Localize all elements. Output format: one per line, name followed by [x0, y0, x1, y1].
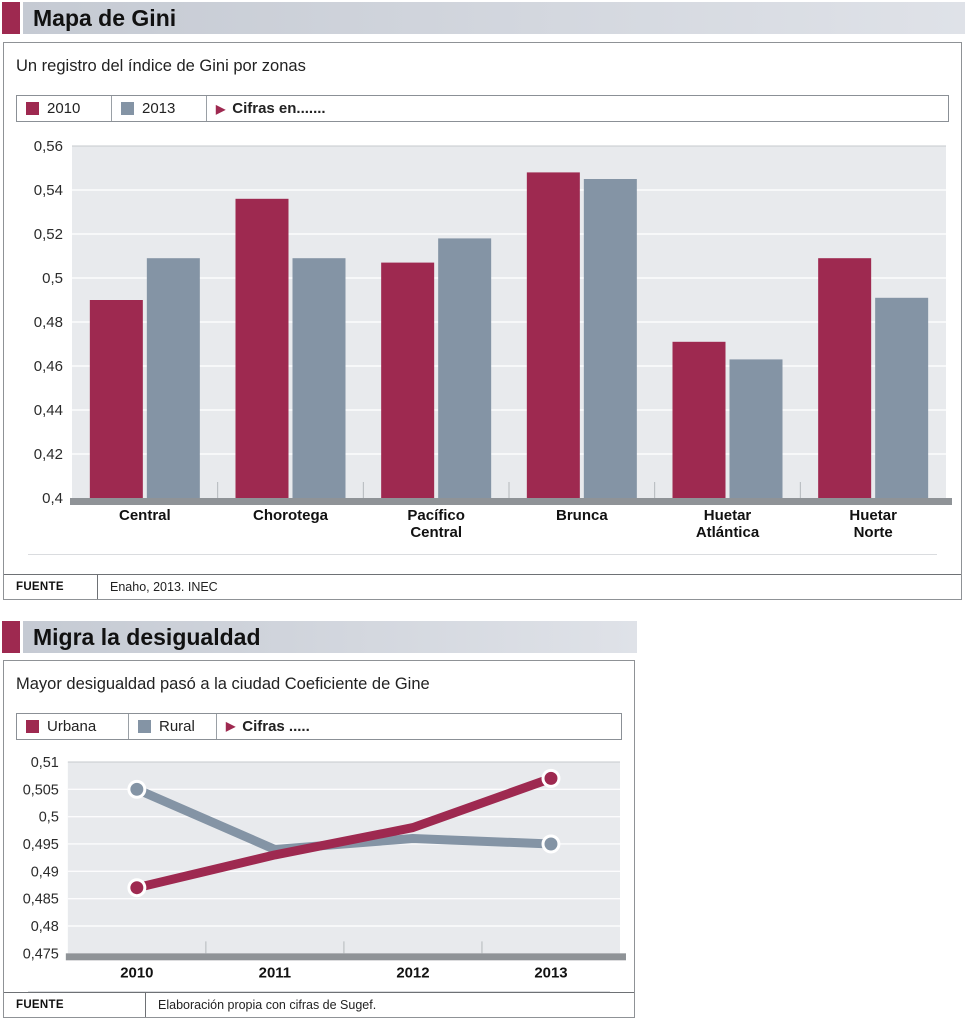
header-accent-block: [2, 2, 20, 34]
source-label: FUENTE: [4, 993, 146, 1017]
bar-2013-pacífico-central: [437, 238, 491, 498]
legend-note-text: Cifras .....: [242, 717, 310, 735]
y-axis-tick-label: 0,4: [42, 490, 63, 507]
baseline-shadow: [69, 498, 952, 505]
chart-panel-2: Mayor desigualdad pasó a la ciudad Coefi…: [3, 660, 635, 1018]
y-axis-tick-label: 0,42: [33, 446, 62, 463]
bar-2010-huetar-norte: [817, 258, 871, 498]
y-axis-tick-label: 0,46: [33, 358, 62, 375]
bar-2013-huetar-atlántica: [729, 359, 782, 498]
x-axis-category-label: Pacífico Central: [407, 507, 465, 541]
y-axis-tick-label: 0,56: [33, 138, 62, 155]
source-text: Elaboración propia con cifras de Sugef.: [158, 998, 377, 1013]
legend-label-2010: 2010: [47, 100, 81, 117]
y-axis-tick-label: 0,505: [23, 782, 59, 798]
legend-bar: 2010 2013 ▶ Cifras en.......: [16, 95, 949, 122]
legend-swatch-rural: [138, 719, 151, 733]
legend-item-2013: 2013: [112, 96, 207, 121]
bar-2010-huetar-atlántica: [672, 341, 725, 498]
legend-label-2013: 2013: [142, 100, 176, 117]
separator-line: [28, 554, 937, 555]
bar-2013-huetar-norte: [874, 297, 928, 498]
section-title: Migra la desigualdad: [33, 623, 261, 650]
x-axis-category-label: Central: [118, 507, 170, 524]
separator-line: [28, 991, 610, 993]
bar-2013-central: [146, 258, 200, 498]
y-axis-tick-label: 0,52: [33, 226, 62, 243]
legend-note: ▶ Cifras en.......: [207, 96, 948, 121]
source-row: FUENTE Enaho, 2013. INEC: [4, 574, 961, 599]
legend-label-rural: Rural: [159, 717, 195, 735]
legend-swatch-urbana: [26, 719, 39, 733]
chart-1-svg: 0,475 0,48 0,485 0,49 0,495 0,5 0,505 0,51 2010 2…: [23, 755, 626, 981]
section-header-2: Migra la desigualdad: [2, 621, 637, 653]
legend-note: ▶ Cifras .....: [217, 714, 621, 739]
legend-bar: Urbana Rural ▶ Cifras .....: [16, 712, 622, 740]
x-axis-category-label: Chorotega: [253, 507, 329, 524]
triangle-icon: ▶: [216, 101, 226, 116]
bar-2010-chorotega: [235, 198, 288, 499]
y-axis-tick-label: 0,495: [23, 837, 59, 853]
y-axis-tick-label: 0,475: [23, 946, 59, 962]
data-point-marker-rural-2010: [127, 779, 147, 799]
triangle-icon: ▶: [226, 719, 236, 734]
header-accent-block: [2, 621, 20, 653]
y-axis-tick-label: 0,5: [39, 809, 59, 825]
chart-subtitle: Mayor desigualdad pasó a la ciudad Coefi…: [16, 675, 430, 693]
x-axis-category-label: 2012: [396, 964, 429, 981]
y-axis-tick-label: 0,49: [31, 864, 59, 880]
y-axis-tick-label: 0,54: [33, 182, 62, 199]
x-axis-category-label: Huetar Atlántica: [695, 507, 759, 541]
source-label: FUENTE: [4, 575, 98, 599]
y-axis-tick-label: 0,51: [31, 755, 59, 771]
legend-swatch-2010: [26, 102, 39, 115]
source-row: FUENTE Elaboración propia con cifras de …: [4, 992, 634, 1017]
y-axis-tick-label: 0,48: [33, 314, 62, 331]
chart-0-svg: 0,4 0,42 0,44 0,46 0,48 0,5 0,52 0,54 0,56 Centra…: [33, 138, 952, 541]
y-axis-tick-label: 0,485: [23, 891, 59, 907]
chart-subtitle: Un registro del índice de Gini por zonas: [16, 57, 306, 75]
inequality-migration-section: Migra la desigualdad Mayor desigualdad p…: [0, 621, 965, 1018]
bar-2010-pacífico-central: [380, 262, 434, 498]
bar-2013-chorotega: [292, 258, 345, 498]
data-point-marker-urbana-2013: [541, 768, 561, 788]
legend-swatch-2013: [121, 102, 134, 115]
legend-item-2010: 2010: [17, 96, 112, 121]
legend-item-rural: Rural: [129, 713, 217, 739]
plot-background: [67, 761, 621, 954]
x-axis-category-label: 2011: [259, 964, 291, 981]
chart-panel-1: Un registro del índice de Gini por zonas…: [3, 42, 962, 600]
legend-label-urbana: Urbana: [47, 717, 97, 735]
y-axis-tick-label: 0,44: [33, 402, 62, 419]
x-axis-category-label: Huetar Norte: [849, 507, 897, 541]
gini-map-section: Mapa de Gini Un registro del índice de G…: [0, 2, 965, 600]
data-point-marker-urbana-2010: [127, 878, 147, 898]
line-series-urbana: [135, 773, 553, 892]
x-axis-category-label: 2013: [534, 964, 567, 981]
header-title-bar: Mapa de Gini: [23, 2, 965, 34]
legend-note-text: Cifras en.......: [232, 100, 326, 117]
baseline-shadow: [65, 953, 626, 961]
header-title-bar: Migra la desigualdad: [23, 621, 637, 653]
y-axis-tick-label: 0,48: [31, 919, 59, 935]
x-axis-category-label: Brunca: [555, 507, 607, 524]
bar-2010-central: [89, 300, 143, 498]
source-text: Enaho, 2013. INEC: [110, 580, 218, 594]
legend-item-urbana: Urbana: [17, 713, 129, 739]
data-point-marker-rural-2013: [541, 834, 561, 854]
bar-2010-brunca: [526, 172, 580, 498]
section-header-1: Mapa de Gini: [2, 2, 965, 34]
bar-2013-brunca: [583, 179, 637, 498]
section-title: Mapa de Gini: [33, 4, 177, 31]
x-axis-category-label: 2010: [120, 964, 153, 981]
y-axis-tick-label: 0,5: [42, 270, 63, 287]
